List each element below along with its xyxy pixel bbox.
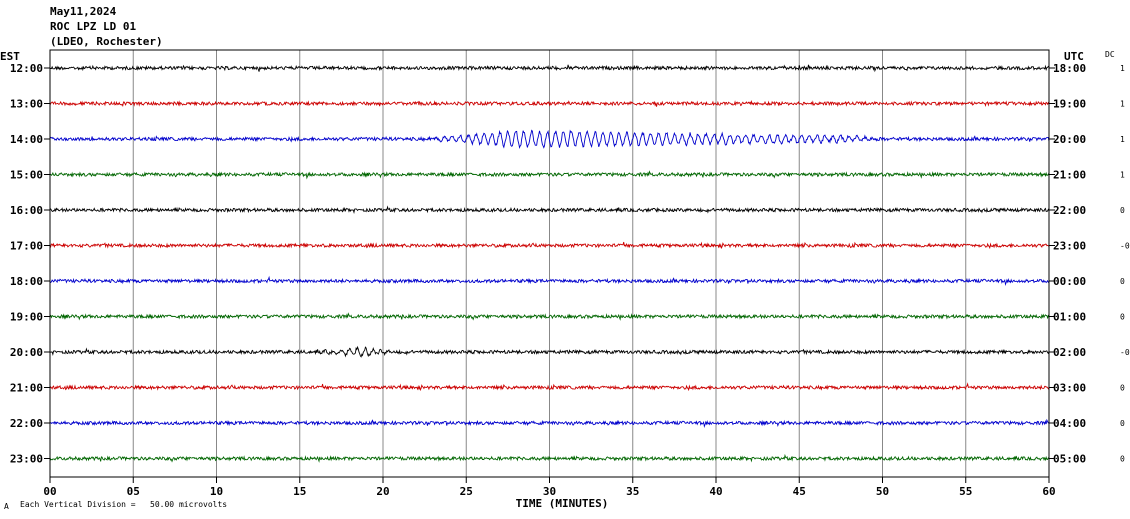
x-tick-label: 35 <box>626 485 639 498</box>
est-hour-label: 22:00 <box>10 417 43 430</box>
dc-value-label: -0 <box>1120 242 1130 251</box>
utc-hour-label: 21:00 <box>1053 169 1086 182</box>
trace-line <box>49 64 1050 73</box>
x-tick-label: 55 <box>959 485 972 498</box>
utc-hour-label: 18:00 <box>1053 62 1086 75</box>
x-tick-label: 45 <box>793 485 806 498</box>
est-hour-label: 20:00 <box>10 346 43 359</box>
dc-value-label: 1 <box>1120 135 1125 144</box>
trace-line <box>49 241 1050 250</box>
date-label: May11,2024 <box>50 5 117 18</box>
x-tick-label: 10 <box>210 485 223 498</box>
trace-line <box>49 170 1050 180</box>
utc-hour-label: 22:00 <box>1053 204 1086 217</box>
est-hour-label: 21:00 <box>10 382 43 395</box>
x-tick-label: 60 <box>1042 485 1055 498</box>
utc-axis-title: UTC <box>1064 50 1084 63</box>
x-tick-label: 40 <box>709 485 722 498</box>
trace-lines <box>49 64 1050 463</box>
dc-value-label: 0 <box>1120 206 1125 215</box>
utc-hour-label: 23:00 <box>1053 240 1086 253</box>
utc-hour-label: 03:00 <box>1053 382 1086 395</box>
dc-value-label: 0 <box>1120 384 1125 393</box>
trace-line <box>49 418 1050 429</box>
est-axis-title: EST <box>0 50 20 63</box>
est-hour-label: 17:00 <box>10 240 43 253</box>
utc-hour-label: 05:00 <box>1053 453 1086 466</box>
utc-hour-label: 01:00 <box>1053 311 1086 324</box>
est-hour-label: 16:00 <box>10 204 43 217</box>
x-tick-label: 00 <box>43 485 56 498</box>
trace-line <box>49 275 1049 287</box>
x-tick-label: 20 <box>376 485 389 498</box>
est-hour-label: 12:00 <box>10 62 43 75</box>
est-hour-label: 14:00 <box>10 133 43 146</box>
est-hour-label: 15:00 <box>10 169 43 182</box>
dc-value-label: 0 <box>1120 419 1125 428</box>
x-tick-label: 50 <box>876 485 889 498</box>
x-tick-label: 05 <box>127 485 140 498</box>
network-label: (LDEO, Rochester) <box>50 35 163 48</box>
x-tick-label: 25 <box>460 485 473 498</box>
scale-mark: A <box>4 502 9 511</box>
trace-line <box>49 345 1050 358</box>
grid-lines <box>49 50 1050 483</box>
est-hour-label: 18:00 <box>10 275 43 288</box>
utc-hour-label: 00:00 <box>1053 275 1086 288</box>
trace-line <box>49 382 1050 392</box>
trace-line <box>49 312 1050 321</box>
x-tick-label: 30 <box>543 485 556 498</box>
est-hour-label: 19:00 <box>10 311 43 324</box>
dc-value-label: 1 <box>1120 64 1125 73</box>
dc-value-label: 1 <box>1120 171 1125 180</box>
utc-hour-label: 20:00 <box>1053 133 1086 146</box>
x-axis-title: TIME (MINUTES) <box>516 497 609 510</box>
utc-hour-label: 19:00 <box>1053 98 1086 111</box>
dc-value-label: -0 <box>1120 348 1130 357</box>
est-hour-label: 23:00 <box>10 453 43 466</box>
trace-line <box>49 453 1050 463</box>
trace-line <box>49 99 1050 108</box>
utc-hour-label: 02:00 <box>1053 346 1086 359</box>
dc-value-label: 0 <box>1120 313 1125 322</box>
utc-hour-label: 04:00 <box>1053 417 1086 430</box>
trace-line <box>49 129 1050 150</box>
scale-note: Each Vertical Division = 50.00 microvolt… <box>20 500 228 509</box>
plot-frame <box>49 49 1050 478</box>
station-label: ROC LPZ LD 01 <box>50 20 137 33</box>
dc-value-label: 1 <box>1120 100 1125 109</box>
dc-value-label: 0 <box>1120 277 1125 286</box>
x-tick-label: 15 <box>293 485 306 498</box>
dc-axis-title: DC <box>1105 50 1115 59</box>
est-hour-label: 13:00 <box>10 98 43 111</box>
trace-line <box>49 205 1050 215</box>
dc-value-label: 0 <box>1120 455 1125 464</box>
